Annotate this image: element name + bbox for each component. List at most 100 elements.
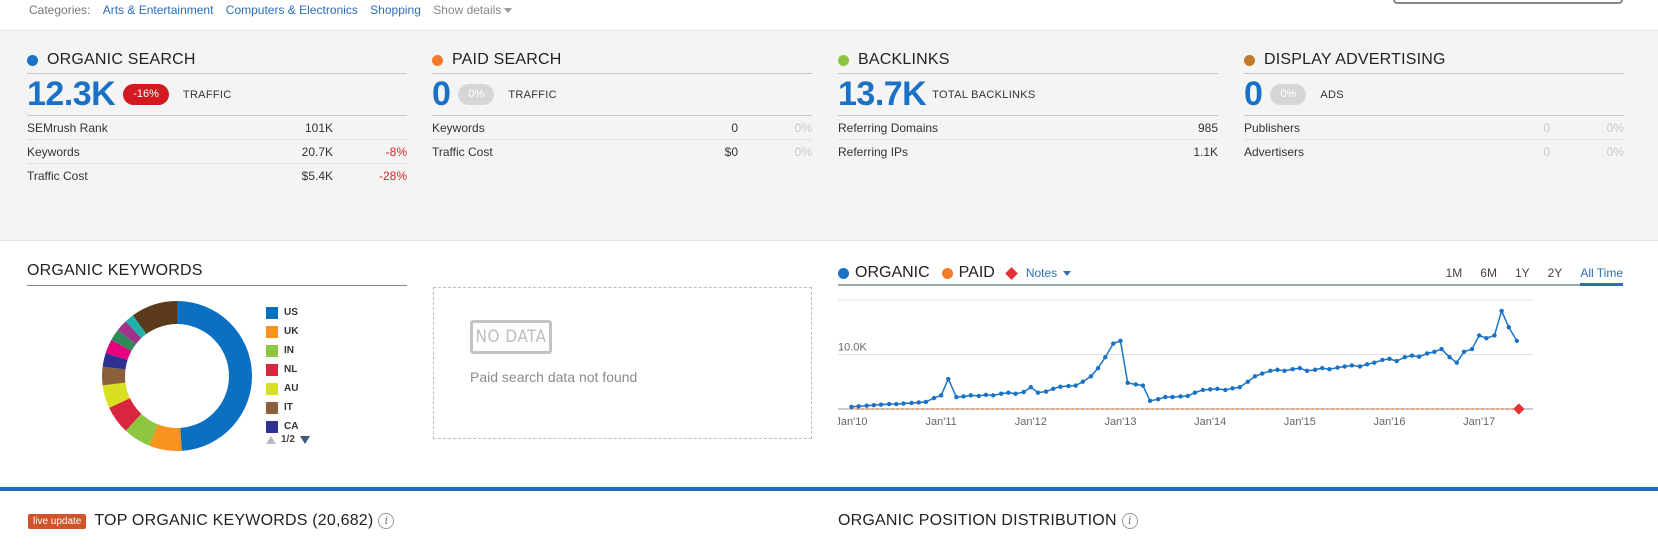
organic-data-point[interactable] — [1066, 383, 1071, 389]
category-link-shopping[interactable]: Shopping — [370, 3, 421, 17]
organic-data-point[interactable] — [968, 393, 973, 398]
organic-data-point[interactable] — [1035, 390, 1041, 395]
organic-data-point[interactable] — [1439, 346, 1444, 352]
organic-data-point[interactable] — [990, 393, 996, 398]
legend-item-uk[interactable]: UK — [266, 322, 298, 341]
organic-data-point[interactable] — [1163, 394, 1168, 400]
organic-data-point[interactable] — [1327, 367, 1332, 372]
organic-data-point[interactable] — [1237, 385, 1242, 390]
organic-data-point[interactable] — [1380, 357, 1385, 363]
organic-data-point[interactable] — [1297, 365, 1303, 371]
notes-dropdown[interactable]: Notes — [1004, 266, 1072, 280]
organic-data-point[interactable] — [1409, 353, 1415, 358]
organic-data-point[interactable] — [901, 401, 906, 406]
organic-data-point[interactable] — [923, 399, 929, 405]
organic-data-point[interactable] — [999, 391, 1004, 396]
page-up-icon[interactable] — [266, 435, 276, 444]
metric-value[interactable]: 0 — [731, 121, 738, 135]
legend-pager[interactable]: 1/2 — [266, 434, 310, 445]
metric-value[interactable]: 1.1K — [1193, 145, 1218, 159]
info-icon[interactable]: i — [378, 513, 395, 529]
organic-data-point[interactable] — [1006, 390, 1011, 395]
period-6m[interactable]: 6M — [1480, 266, 1497, 280]
organic-data-point[interactable] — [1252, 374, 1258, 379]
organic-data-point[interactable] — [954, 394, 959, 400]
organic-data-point[interactable] — [1402, 355, 1407, 360]
organic-data-point[interactable] — [1312, 367, 1318, 372]
legend-item-nl[interactable]: NL — [266, 360, 298, 379]
organic-data-point[interactable] — [1200, 387, 1206, 393]
organic-data-point[interactable] — [1342, 364, 1347, 369]
organic-data-point[interactable] — [1118, 338, 1123, 344]
paid-search-heading[interactable]: PAID SEARCH — [432, 51, 812, 74]
organic-data-point[interactable] — [1095, 365, 1101, 371]
period-1y[interactable]: 1Y — [1514, 266, 1530, 280]
organic-data-point[interactable] — [1058, 384, 1063, 389]
organic-data-point[interactable] — [931, 395, 937, 401]
metric-value[interactable]: 985 — [1197, 121, 1218, 135]
organic-data-point[interactable] — [1394, 358, 1399, 364]
organic-data-point[interactable] — [1349, 363, 1355, 368]
organic-data-point[interactable] — [1364, 362, 1370, 367]
organic-data-point[interactable] — [1454, 360, 1459, 365]
organic-data-point[interactable] — [1461, 349, 1467, 354]
top-organic-keywords-title[interactable]: TOP ORGANIC KEYWORDS (20,682) — [94, 512, 374, 529]
backlinks-heading[interactable]: BACKLINKS — [838, 51, 1218, 74]
organic-data-point[interactable] — [938, 393, 944, 398]
organic-data-point[interactable] — [1506, 325, 1511, 330]
organic-data-point[interactable] — [1140, 383, 1146, 388]
legend-item-in[interactable]: IN — [266, 341, 298, 360]
organic-data-point[interactable] — [1155, 396, 1161, 402]
organic-data-point[interactable] — [1170, 394, 1175, 400]
organic-data-point[interactable] — [961, 394, 966, 399]
organic-data-point[interactable] — [849, 404, 854, 410]
organic-data-point[interactable] — [1133, 382, 1138, 387]
organic-data-point[interactable] — [1185, 393, 1190, 399]
organic-data-point[interactable] — [1259, 371, 1265, 376]
organic-data-point[interactable] — [1275, 367, 1280, 372]
organic-position-distribution-title[interactable]: ORGANIC POSITION DISTRIBUTION — [838, 512, 1117, 529]
category-link-computers[interactable]: Computers & Electronics — [225, 3, 358, 17]
organic-data-point[interactable] — [1372, 360, 1377, 365]
organic-data-point[interactable] — [1290, 367, 1295, 372]
legend-item-ca[interactable]: CA — [266, 417, 298, 436]
organic-data-point[interactable] — [1484, 335, 1489, 341]
organic-data-point[interactable] — [1207, 387, 1213, 392]
organic-data-point[interactable] — [1447, 355, 1452, 360]
display-ads-value[interactable]: 0 — [1244, 75, 1263, 113]
display-advertising-heading[interactable]: DISPLAY ADVERTISING — [1244, 51, 1624, 74]
organic-data-point[interactable] — [1103, 355, 1108, 360]
organic-data-point[interactable] — [1357, 364, 1363, 369]
legend-paid[interactable]: PAID — [941, 264, 995, 282]
organic-data-point[interactable] — [1043, 389, 1049, 394]
organic-data-point[interactable] — [909, 400, 914, 406]
category-link-arts[interactable]: Arts & Entertainment — [102, 3, 214, 17]
organic-data-point[interactable] — [1080, 379, 1086, 384]
legend-item-it[interactable]: IT — [266, 398, 298, 417]
organic-data-point[interactable] — [1073, 383, 1078, 388]
organic-data-point[interactable] — [946, 376, 951, 382]
organic-keywords-donut[interactable] — [102, 301, 252, 451]
organic-data-point[interactable] — [1125, 380, 1130, 386]
organic-traffic-chart[interactable]: 20.0K 10.0K Jan'10 Jan'11 Jan'12 Jan'13 Jan'14… — [838, 296, 1623, 456]
organic-data-point[interactable] — [1230, 386, 1235, 391]
metric-value[interactable]: $5.4K — [301, 169, 333, 183]
organic-data-point[interactable] — [864, 403, 869, 408]
organic-keywords-title[interactable]: ORGANIC KEYWORDS — [27, 262, 407, 286]
metric-value[interactable]: 0 — [1543, 145, 1550, 159]
organic-data-point[interactable] — [1320, 365, 1325, 371]
organic-data-point[interactable] — [983, 392, 989, 398]
organic-data-point[interactable] — [886, 401, 892, 407]
metric-value[interactable]: 101K — [304, 121, 333, 135]
organic-data-point[interactable] — [1432, 349, 1437, 354]
organic-data-point[interactable] — [1268, 368, 1273, 374]
organic-data-point[interactable] — [1021, 389, 1026, 395]
organic-data-point[interactable] — [1476, 333, 1482, 338]
period-2y[interactable]: 2Y — [1547, 266, 1563, 280]
page-down-icon[interactable] — [299, 435, 310, 444]
organic-data-point[interactable] — [871, 402, 877, 408]
organic-data-point[interactable] — [1492, 333, 1497, 338]
organic-data-point[interactable] — [1111, 341, 1116, 346]
organic-data-point[interactable] — [916, 400, 921, 405]
metric-value[interactable]: 20.7K — [301, 145, 333, 159]
